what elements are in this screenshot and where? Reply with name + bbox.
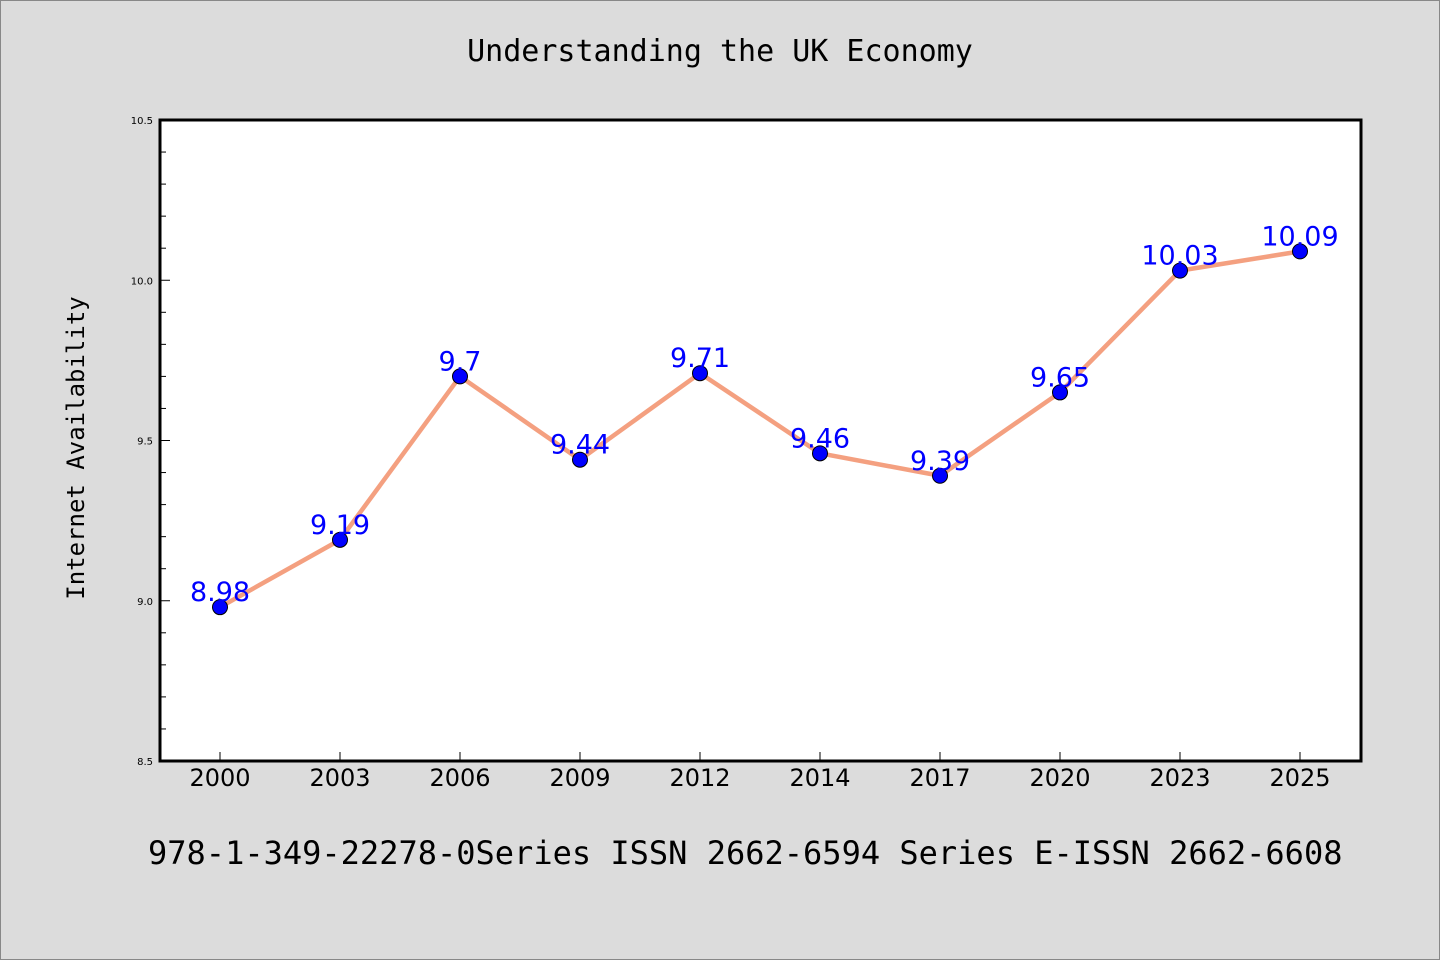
data-point [1172, 262, 1188, 279]
data-label: 10.09 [1261, 221, 1338, 252]
x-tick-label: 2014 [789, 764, 850, 792]
x-axis-ticks: 2000 2003 2006 2009 2012 2014 2017 2020 2023 2025 [189, 752, 1331, 792]
y-tick-label: 8.5 [137, 757, 153, 768]
data-point [812, 445, 828, 462]
data-point [572, 451, 588, 468]
data-point [692, 365, 708, 382]
x-tick-label: 2017 [909, 764, 970, 792]
data-label: 8.98 [190, 577, 250, 608]
x-tick-label: 2023 [1149, 764, 1210, 792]
data-label: 9.71 [670, 343, 730, 374]
series-line [217, 249, 1303, 610]
x-tick-label: 2000 [189, 764, 250, 792]
x-tick-label: 2003 [309, 764, 370, 792]
y-tick-label: 10.0 [131, 276, 153, 287]
data-label: 9.39 [910, 446, 970, 477]
data-label: 10.03 [1141, 241, 1218, 272]
x-tick-label: 2025 [1269, 764, 1330, 792]
data-label: 9.7 [439, 346, 482, 377]
y-tick-label: 9.0 [137, 597, 153, 608]
y-tick-label: 10.5 [131, 116, 153, 127]
data-point [332, 531, 348, 548]
x-tick-label: 2006 [429, 764, 490, 792]
data-label: 9.46 [790, 423, 850, 454]
y-axis-ticks: 8.5 9.0 9.5 10.0 10.5 [131, 116, 170, 768]
plot-area [158, 118, 1363, 763]
data-point [212, 599, 228, 616]
x-tick-label: 2009 [549, 764, 610, 792]
data-label: 9.19 [310, 510, 370, 541]
data-labels: 8.98 9.19 9.7 9.44 9.71 9.46 9.39 9.65 10.03 10.0… [190, 221, 1339, 608]
data-point [932, 467, 948, 484]
data-point [1292, 243, 1308, 260]
data-markers [212, 243, 1308, 616]
chart-title: Understanding the UK Economy [467, 34, 973, 69]
data-point [452, 368, 468, 385]
data-point [1052, 384, 1068, 401]
data-label: 9.44 [550, 430, 610, 461]
x-tick-label: 2012 [669, 764, 730, 792]
x-tick-label: 2020 [1029, 764, 1090, 792]
footer-isbn-text: 978-1-349-22278-0Series ISSN 2662-6594 S… [148, 834, 1343, 872]
data-label: 9.65 [1030, 362, 1090, 393]
y-tick-label: 9.5 [137, 437, 153, 448]
